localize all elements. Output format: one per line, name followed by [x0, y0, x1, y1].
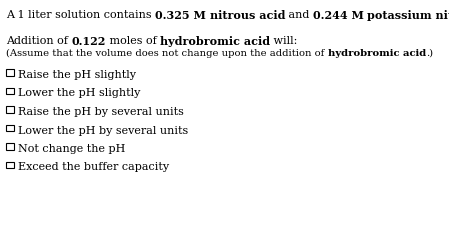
- Text: Addition of: Addition of: [6, 36, 71, 46]
- Text: A 1 liter solution contains: A 1 liter solution contains: [6, 10, 155, 20]
- Text: Not change the pH: Not change the pH: [18, 144, 125, 154]
- Text: Raise the pH by several units: Raise the pH by several units: [18, 107, 183, 117]
- Bar: [6, 106, 13, 113]
- Text: Lower the pH slightly: Lower the pH slightly: [18, 89, 140, 99]
- Text: Lower the pH by several units: Lower the pH by several units: [18, 125, 188, 135]
- Text: 0.325 M: 0.325 M: [155, 10, 206, 21]
- Bar: [6, 69, 13, 75]
- Bar: [6, 88, 13, 94]
- Text: hydrobromic acid: hydrobromic acid: [327, 49, 426, 58]
- Text: and: and: [285, 10, 313, 20]
- Text: 0.244 M: 0.244 M: [313, 10, 364, 21]
- Text: nitrous acid: nitrous acid: [210, 10, 285, 21]
- Bar: [6, 162, 13, 168]
- Text: .): .): [426, 49, 433, 58]
- Text: Raise the pH slightly: Raise the pH slightly: [18, 70, 136, 80]
- Text: hydrobromic acid: hydrobromic acid: [160, 36, 270, 47]
- Bar: [6, 124, 13, 131]
- Text: will:: will:: [270, 36, 298, 46]
- Text: (Assume that the volume does not change upon the addition of: (Assume that the volume does not change …: [6, 49, 327, 58]
- Bar: [6, 143, 13, 149]
- Text: moles of: moles of: [106, 36, 160, 46]
- Text: potassium nitrite: potassium nitrite: [367, 10, 449, 21]
- Text: 0.122: 0.122: [71, 36, 106, 47]
- Text: Exceed the buffer capacity: Exceed the buffer capacity: [18, 163, 169, 173]
